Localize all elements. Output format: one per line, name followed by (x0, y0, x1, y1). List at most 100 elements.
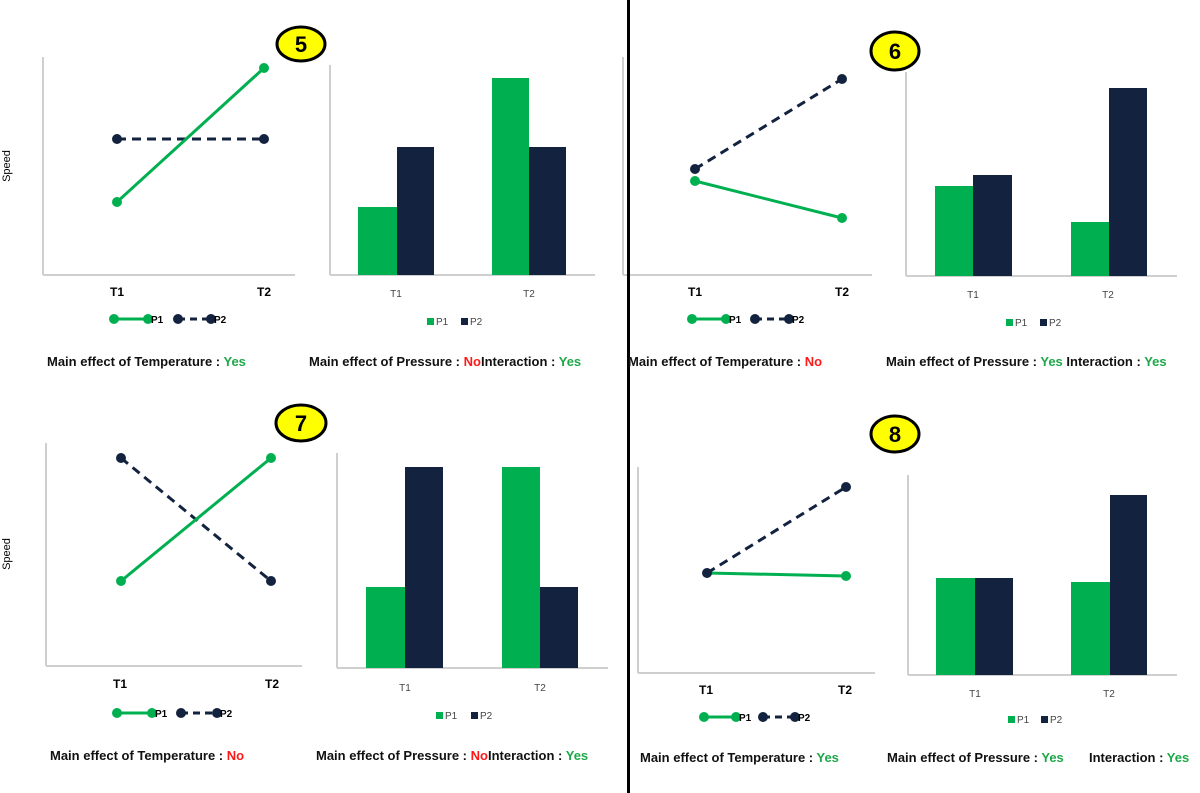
x-tick-t2: T2 (835, 285, 849, 299)
legend-label-p1: P1 (436, 317, 449, 328)
legend-label-p2: P2 (480, 711, 493, 722)
legend-swatch-p1 (1006, 319, 1013, 326)
legend-label-p1: P1 (1017, 715, 1030, 726)
line-legend: P1 P2 (699, 712, 811, 724)
legend-marker-p1 (699, 712, 709, 722)
bar-p2-t1 (973, 175, 1012, 276)
data-point (259, 63, 269, 73)
series-p1-line (706, 571, 847, 578)
pressure-effect-value: No (470, 748, 488, 763)
y-axis-label: Speed (1, 538, 13, 570)
interaction-value: Yes (558, 354, 582, 369)
panel-5-badge: 5 (275, 25, 327, 63)
line-legend: P1 P2 (112, 708, 233, 720)
x-tick-t1: T1 (399, 683, 411, 694)
panel-8-bar-chart: T1 T2 P1 P2 (907, 475, 1177, 726)
data-point (690, 176, 700, 186)
x-tick-t2: T2 (265, 677, 279, 691)
legend-marker-p2 (173, 314, 183, 324)
pressure-effect-value: No (463, 354, 481, 369)
data-point (266, 453, 276, 463)
panel-8-temperature-caption: Main effect of Temperature : Yes (640, 750, 839, 765)
panel-6-bar-chart: T1 T2 P1 P2 (905, 72, 1177, 329)
panel-5-line-chart: Speed T1 T2 P1 P2 (1, 57, 295, 326)
legend-label-p2: P2 (1049, 318, 1062, 329)
data-point (702, 568, 712, 578)
series-p1-line (694, 179, 843, 220)
legend-label-p2: P2 (792, 315, 805, 326)
panel-8-badge: 8 (869, 414, 921, 454)
bar-p1-t1 (366, 587, 405, 668)
x-tick-t1: T1 (688, 285, 702, 299)
bar-p1-t1 (358, 207, 397, 275)
bar-legend: P1 P2 (436, 711, 493, 722)
legend-marker-p1 (109, 314, 119, 324)
data-point (259, 134, 269, 144)
series-p1-line (120, 456, 272, 583)
legend-label-p1: P1 (739, 713, 752, 724)
panel-7-badge: 7 (274, 403, 328, 443)
x-tick-t2: T2 (257, 285, 271, 299)
panel-5-temperature-caption: Main effect of Temperature : Yes (47, 354, 246, 369)
legend-label-p1: P1 (1015, 318, 1028, 329)
temperature-effect-value: No (804, 354, 823, 369)
data-point (841, 482, 851, 492)
x-tick-t2: T2 (534, 683, 546, 694)
panel-5-bar-chart: T1 T2 P1 P2 (329, 65, 595, 328)
pressure-effect-value: Yes (1041, 750, 1064, 765)
data-point (116, 576, 126, 586)
series-p1-line (115, 66, 266, 204)
bar-p1-t2 (502, 467, 540, 668)
interaction-value: Yes (1144, 354, 1167, 369)
temperature-effect-value: No (226, 748, 245, 763)
x-tick-t1: T1 (969, 689, 981, 700)
panel-7-bar-chart: T1 T2 P1 P2 (336, 453, 608, 722)
svg-text:5: 5 (295, 32, 307, 57)
data-point (690, 164, 700, 174)
pressure-effect-value: Yes (1040, 354, 1063, 369)
temperature-effect-value: Yes (223, 354, 246, 369)
legend-label-p1: P1 (445, 711, 458, 722)
bar-p1-t2 (492, 78, 529, 275)
x-tick-t2: T2 (1103, 689, 1115, 700)
legend-swatch-p2 (461, 318, 468, 325)
svg-text:7: 7 (295, 411, 307, 436)
legend-swatch-p1 (1008, 716, 1015, 723)
data-point (112, 134, 122, 144)
interaction-value: Yes (1166, 750, 1190, 765)
panel-6-pressure-caption: Main effect of Pressure : Yes Interactio… (886, 354, 1167, 369)
series-p2-line (706, 485, 847, 575)
interaction-value: Yes (565, 748, 589, 763)
panel-8-line-chart: T1 T2 P1 P2 (637, 467, 875, 724)
panel-7-pressure-caption: Main effect of Pressure : NoInteraction … (316, 748, 589, 763)
legend-swatch-p2 (1041, 716, 1048, 723)
bar-p1-t1 (936, 578, 975, 675)
panel-6-temperature-caption: Main effect of Temperature : No (628, 354, 823, 369)
x-tick-t2: T2 (523, 289, 535, 300)
legend-label-p1: P1 (151, 315, 164, 326)
x-tick-t1: T1 (390, 289, 402, 300)
svg-text:8: 8 (889, 422, 901, 447)
x-tick-t1: T1 (110, 285, 124, 299)
bar-p2-t2 (1110, 495, 1147, 675)
panel-5-pressure-caption: Main effect of Pressure : NoInteraction … (309, 354, 582, 369)
line-legend: P1 P2 (109, 314, 227, 326)
legend-swatch-p2 (471, 712, 478, 719)
data-point (837, 213, 847, 223)
svg-text:6: 6 (889, 39, 901, 64)
panel-6-badge: 6 (869, 30, 921, 72)
panel-8-pressure-caption: Main effect of Pressure : Yes (887, 750, 1064, 765)
bar-p2-t2 (1109, 88, 1147, 276)
panel-7-line-chart: Speed T1 T2 P1 P2 (1, 443, 302, 720)
bar-legend: P1 P2 (427, 317, 483, 328)
x-tick-t2: T2 (838, 683, 852, 697)
x-tick-t1: T1 (699, 683, 713, 697)
bar-p1-t2 (1071, 222, 1109, 276)
legend-label-p2: P2 (470, 317, 483, 328)
x-tick-t2: T2 (1102, 290, 1114, 301)
bar-p1-t2 (1071, 582, 1110, 675)
temperature-effect-value: Yes (816, 750, 839, 765)
legend-marker-p1 (112, 708, 122, 718)
vertical-divider (627, 0, 630, 793)
